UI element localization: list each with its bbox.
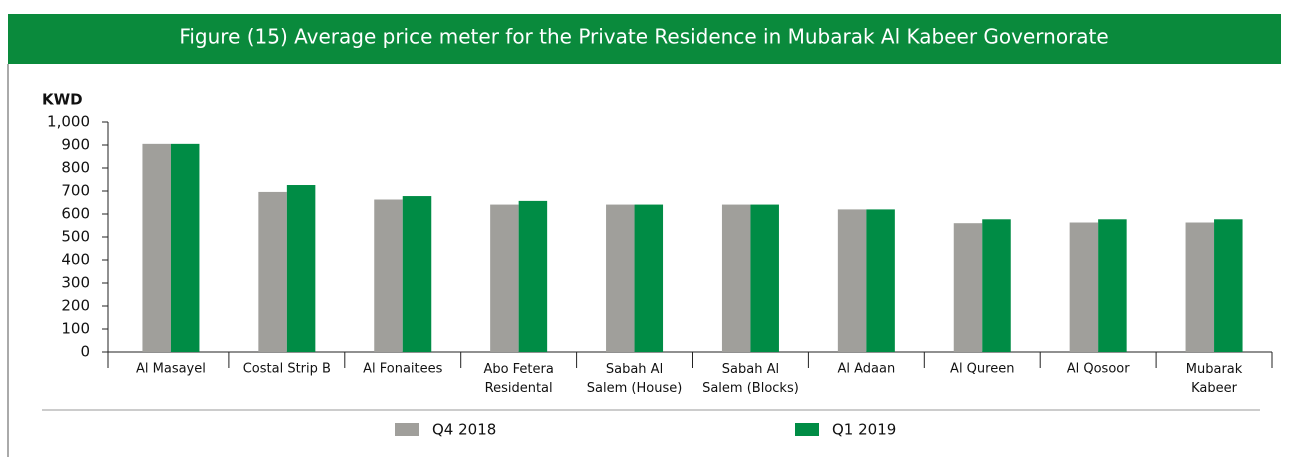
bar [982, 219, 1011, 352]
header-bar [8, 14, 1281, 64]
legend-swatch [795, 423, 819, 436]
y-tick-label: 400 [61, 251, 90, 269]
bar [286, 185, 316, 352]
y-tick-label: 200 [61, 297, 90, 315]
y-axis-label: KWD [42, 91, 83, 109]
y-tick-label: 300 [61, 274, 90, 292]
bar [953, 223, 983, 352]
x-tick-label: Al Qureen [950, 362, 1014, 377]
chart-title: Figure (15) Average price meter for the … [179, 25, 1108, 49]
x-tick-label: Al Masayel [136, 362, 206, 377]
x-tick-label: Sabah Al Salem (House) [587, 362, 683, 396]
y-tick-label: 0 [80, 343, 90, 361]
legend-label: Q1 2019 [832, 421, 896, 439]
bar [866, 209, 895, 352]
x-tick-label: Al Adaan [837, 362, 895, 377]
bar [142, 143, 171, 352]
bar [750, 204, 779, 352]
x-tick-label: Abo Fetera Residental [483, 362, 553, 396]
y-tick-label: 600 [61, 205, 90, 223]
x-tick-label: Al Fonaitees [363, 362, 443, 377]
bar [1098, 219, 1127, 352]
y-tick-label: 1,000 [47, 113, 90, 131]
bar [837, 209, 867, 352]
y-tick-label: 500 [61, 228, 90, 246]
bar [1185, 222, 1215, 352]
x-tick-label: Sabah Al Salem (Blocks) [702, 362, 799, 396]
x-tick-label: Al Qosoor [1067, 362, 1131, 377]
bar [402, 196, 432, 352]
y-tick-label: 100 [61, 320, 90, 338]
bar [258, 191, 287, 352]
bar [634, 204, 664, 352]
x-tick-label: Mubarak Kabeer [1186, 362, 1243, 396]
bar [170, 143, 200, 352]
x-tick-label: Costal Strip B [243, 362, 331, 377]
bar [374, 199, 403, 352]
y-tick-label: 800 [61, 159, 90, 177]
bar [606, 204, 635, 352]
bar [490, 204, 519, 352]
bar [1069, 222, 1099, 352]
bar [721, 204, 751, 352]
y-tick-label: 700 [61, 182, 90, 200]
legend-label: Q4 2018 [432, 421, 496, 439]
bar [518, 200, 548, 352]
bar [1214, 219, 1243, 352]
y-tick-label: 900 [61, 136, 90, 154]
legend-swatch [395, 423, 419, 436]
